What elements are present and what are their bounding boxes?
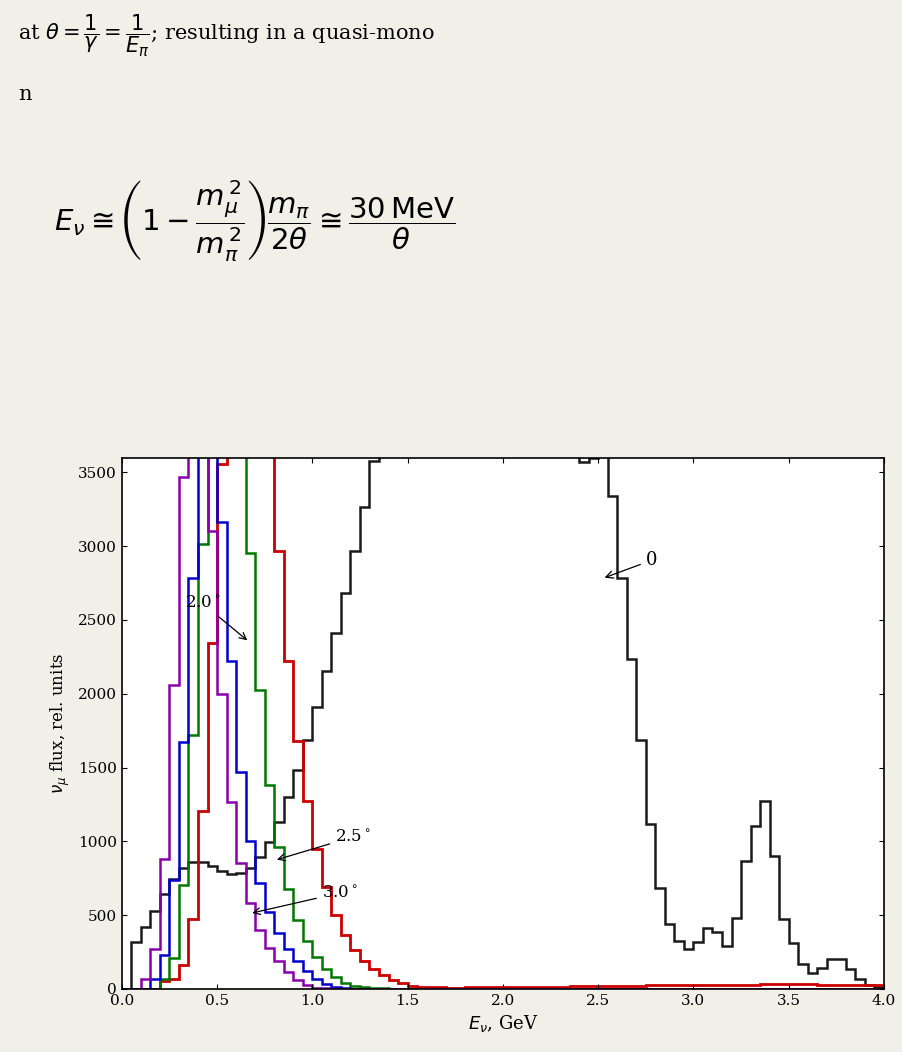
Text: 0: 0: [606, 551, 658, 578]
Text: 2.5$^\circ$: 2.5$^\circ$: [278, 828, 372, 861]
Text: 2.0$^\circ$: 2.0$^\circ$: [185, 595, 246, 640]
Text: $E_\nu \cong \left(1 - \dfrac{m_\mu^{\,2}}{m_\pi^{\,2}}\right)\dfrac{m_\pi}{2\th: $E_\nu \cong \left(1 - \dfrac{m_\mu^{\,2…: [54, 179, 456, 264]
Text: 3.0$^\circ$: 3.0$^\circ$: [253, 885, 358, 914]
Text: at $\theta = \dfrac{1}{\gamma} = \dfrac{1}{E_\pi}$; resulting in a quasi-mono: at $\theta = \dfrac{1}{\gamma} = \dfrac{…: [18, 13, 435, 59]
X-axis label: $E_\nu$, GeV: $E_\nu$, GeV: [467, 1013, 538, 1034]
Text: n: n: [18, 85, 32, 104]
Y-axis label: $\nu_\mu$ flux, rel. units: $\nu_\mu$ flux, rel. units: [49, 652, 72, 794]
